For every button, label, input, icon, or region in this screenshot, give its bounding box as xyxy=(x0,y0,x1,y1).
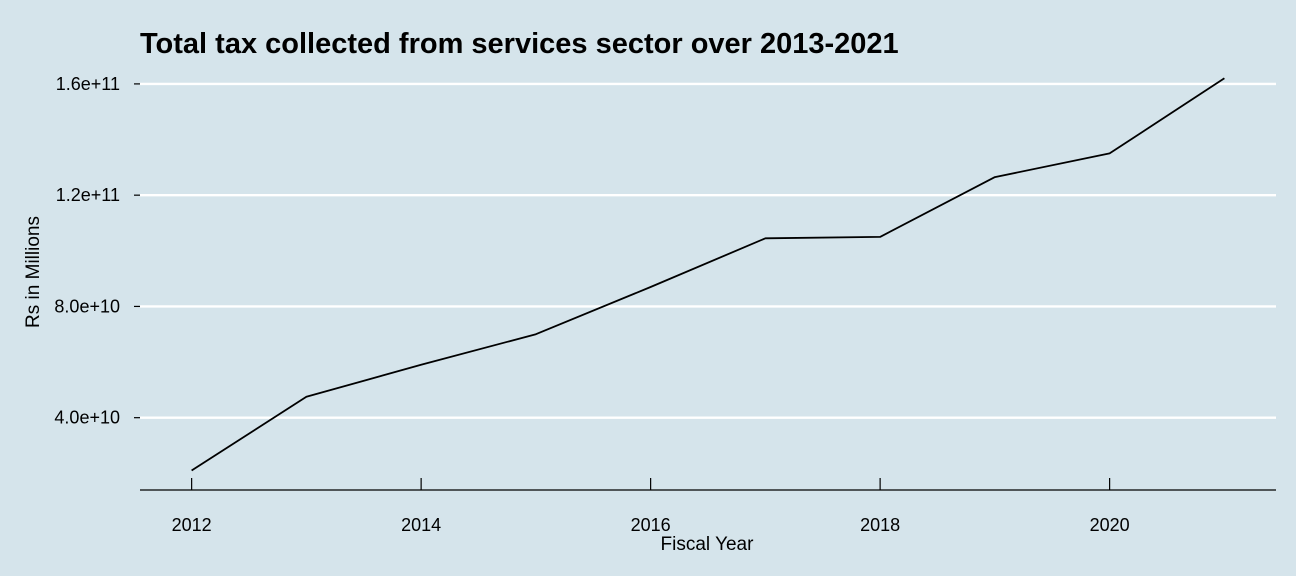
series-line xyxy=(191,77,1225,472)
y-tick-label: 4.0e+10 xyxy=(54,408,120,428)
y-tick-label: 1.6e+11 xyxy=(56,74,120,94)
y-axis-title: Rs in Millions xyxy=(23,216,44,328)
y-axis-ticks: 4.0e+10 8.0e+10 1.2e+11 1.6e+11 xyxy=(54,74,140,428)
y-tick-label: 8.0e+10 xyxy=(54,296,120,316)
x-tick-label: 2012 xyxy=(172,515,212,535)
grid-lines xyxy=(140,82,1276,419)
y-tick-label: 1.2e+11 xyxy=(56,185,120,205)
x-tick-label: 2016 xyxy=(631,515,671,535)
chart-title: Total tax collected from services sector… xyxy=(140,28,899,60)
x-axis-title: Fiscal Year xyxy=(661,534,755,555)
x-axis-ticks: 2012 2014 2016 2018 2020 xyxy=(172,478,1130,535)
x-tick-label: 2018 xyxy=(860,515,900,535)
x-tick-label: 2020 xyxy=(1090,515,1130,535)
x-tick-label: 2014 xyxy=(401,515,441,535)
series-layer xyxy=(191,77,1225,472)
